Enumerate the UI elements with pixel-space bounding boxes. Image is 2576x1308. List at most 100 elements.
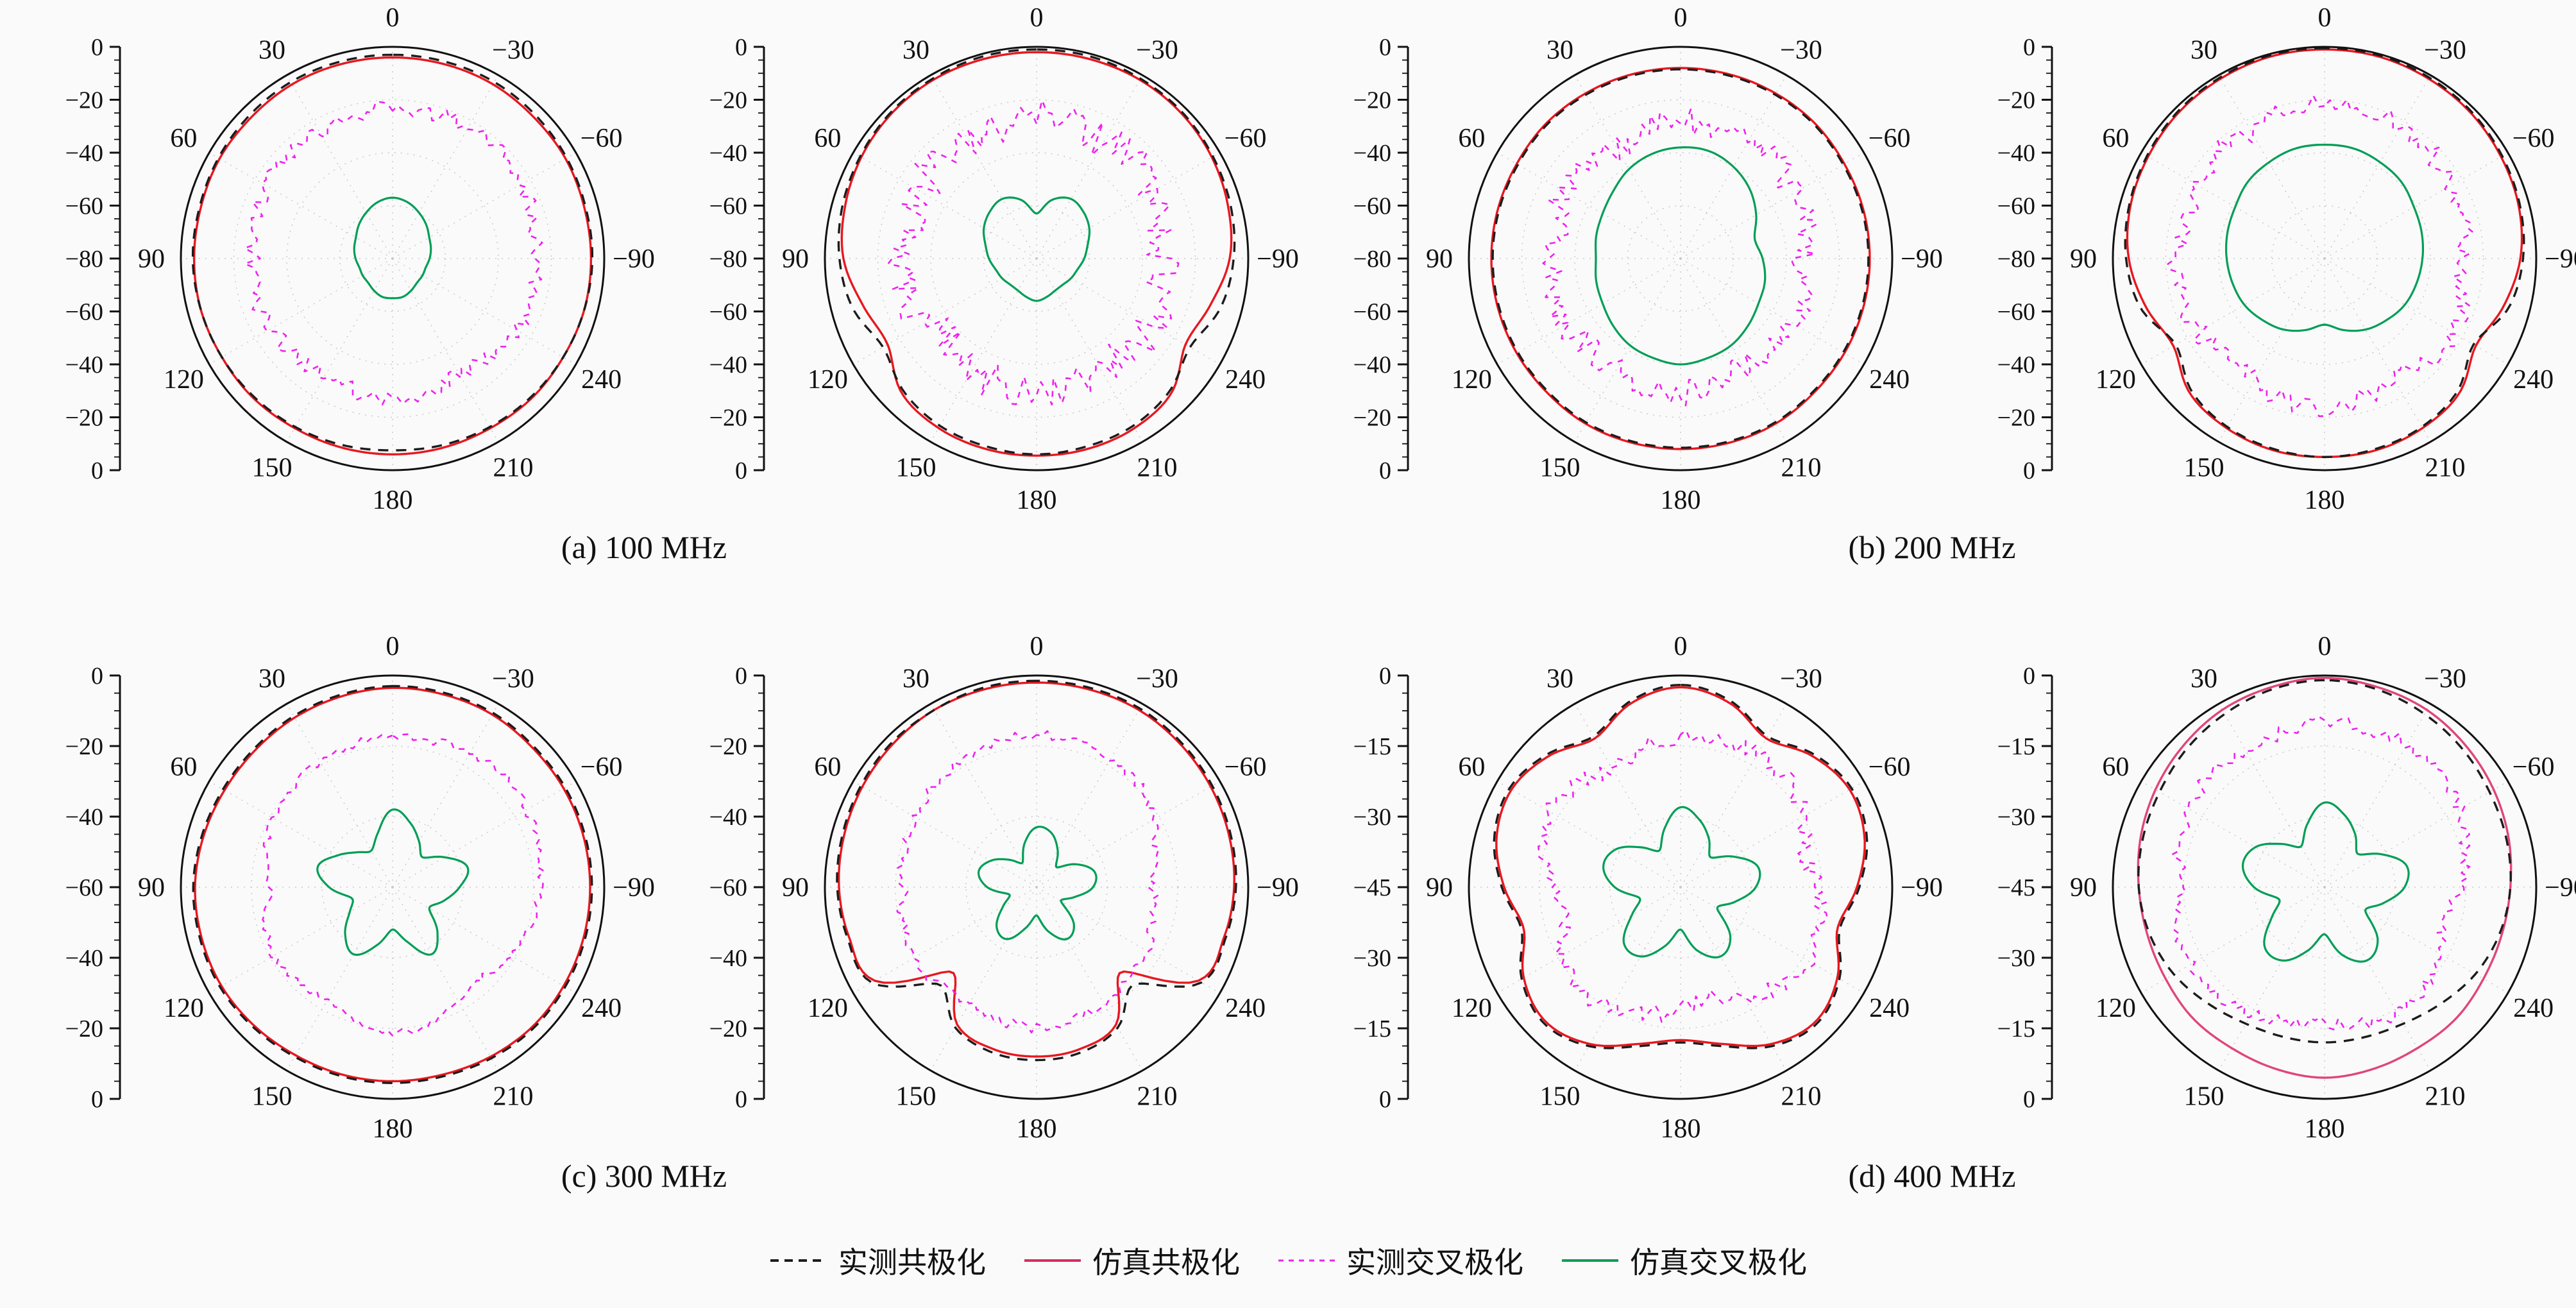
series-simulated-copol [192,56,593,455]
radial-tick-label: −20 [1353,87,1391,114]
series-simulated-copol [840,51,1233,457]
radial-tick-label: 0 [735,457,747,484]
series-measured-copol [2137,679,2512,1044]
angle-tick-label: 180 [2305,486,2345,515]
angle-tick-label: 240 [1225,994,1266,1023]
series-simulated-crosspol [1602,806,1761,959]
radial-tick-label: −60 [65,299,103,326]
series-measured-crosspol [2171,715,2471,1031]
radial-tick-label: 0 [2023,457,2035,484]
legend-item-measured-crosspol: 实测交叉极化 [1277,1239,1523,1282]
angle-tick-label: 30 [258,664,285,693]
polar-plot-200mhz-right: 0 −20 −40 −60 −80 −60 −40 −20 0 0 30 60 90 120 150 180 2… [1932,3,2576,515]
series-simulated-crosspol [2225,144,2424,332]
polar-plot-100mhz-left: 0 −20 −40 −60 −80 −60 −40 −20 0 0 30 60 90 120 150 180 2… [0,3,655,515]
angle-tick-label: 0 [2318,632,2332,661]
radial-tick-label: −60 [1997,193,2035,220]
radial-tick-label: 0 [91,34,103,61]
radial-axis: 0 −20 −40 −60 −80 −60 −40 −20 0 [709,34,765,484]
series-simulated-crosspol [2241,801,2410,963]
angle-labels: 0 30 60 90 120 150 180 210 240 −90 −60 −30 [1426,632,1943,1144]
angle-tick-label: −90 [2545,244,2576,274]
legend-label-simulated-crosspol: 仿真交叉极化 [1630,1246,1807,1279]
angle-tick-label: 90 [2070,244,2097,274]
polar-plot-canvas: 0 −20 −40 −60 −80 −60 −40 −20 0 0 30 60 90 120 150 180 2… [65,3,655,515]
polar-boundary [2112,674,2538,1100]
legend-line-measured-crosspol-icon [1277,1255,1336,1266]
legend-line-simulated-crosspol-icon [1561,1255,1620,1266]
series-measured-copol [836,679,1237,1062]
angle-tick-label: 30 [2190,35,2217,65]
angle-labels: 0 30 60 90 120 150 180 210 240 −90 −60 −30 [138,632,655,1144]
polar-grid [181,675,604,1099]
angle-labels: 0 30 60 90 120 150 180 210 240 −90 −60 −30 [138,3,655,515]
angle-tick-label: 120 [1452,994,1492,1023]
caption-a: (a) 100 MHz [561,529,727,565]
polar-grid [1469,47,1892,470]
radial-tick-label: 0 [91,457,103,484]
radial-tick-label: −80 [1997,246,2035,273]
angle-tick-label: −60 [1868,124,1911,153]
angle-tick-label: 150 [1540,454,1580,483]
polar-plot-canvas: 0 −20 −40 −60 −80 −60 −40 −20 0 0 30 60 90 120 150 180 2… [1353,3,1943,515]
series-measured-crosspol [1542,107,1817,407]
polar-grid [825,675,1248,1099]
radial-tick-label: −20 [709,1015,747,1042]
radial-tick-label: −80 [709,246,747,273]
radial-tick-label: 0 [91,663,103,690]
angle-tick-label: 0 [1674,3,1688,33]
angle-tick-label: 180 [2305,1114,2345,1144]
radial-tick-label: 0 [735,1086,747,1113]
angle-tick-label: 0 [1030,632,1044,661]
radial-tick-label: −15 [1353,1015,1391,1042]
angle-tick-label: −90 [613,244,655,274]
angle-tick-label: 210 [493,454,534,483]
angle-tick-label: 240 [2513,994,2554,1023]
radial-tick-label: 0 [1379,1086,1391,1113]
radial-tick-label: −15 [1353,733,1391,760]
polar-boundary [180,46,606,471]
angle-tick-label: 120 [808,994,848,1023]
radial-tick-label: −60 [1353,193,1391,220]
angle-tick-label: 120 [2096,994,2136,1023]
angle-tick-label: 240 [1869,365,1910,395]
radial-tick-label: 0 [2023,34,2035,61]
angle-tick-label: 180 [373,486,413,515]
angle-tick-label: 30 [2190,664,2217,693]
radial-tick-label: −40 [709,140,747,167]
angle-labels: 0 30 60 90 120 150 180 210 240 −90 −60 −30 [1426,3,1943,515]
radial-tick-label: 0 [735,34,747,61]
radial-tick-label: −40 [65,140,103,167]
angle-tick-label: 180 [373,1114,413,1144]
series-simulated-crosspol [1595,146,1767,366]
angle-tick-label: 30 [1546,664,1573,693]
angle-tick-label: 120 [1452,365,1492,395]
radial-tick-label: −60 [1997,299,2035,326]
radial-tick-label: −40 [1997,140,2035,167]
angle-tick-label: 240 [1225,365,1266,395]
polar-boundary [180,674,606,1100]
angle-tick-label: −60 [1868,752,1911,782]
radial-tick-label: −30 [1997,945,2035,972]
radial-tick-label: −20 [65,87,103,114]
radial-tick-label: 0 [735,663,747,690]
polar-plot-canvas: 0 −15 −30 −45 −30 −15 0 0 30 60 90 120 150 180 210 240 −… [1353,632,1943,1144]
radial-tick-label: −40 [1997,352,2035,378]
polar-plot-400mhz-left: 0 −15 −30 −45 −30 −15 0 0 30 60 90 120 150 180 210 240 −… [1288,632,1943,1144]
radial-tick-label: −40 [709,945,747,972]
angle-tick-label: 0 [386,632,400,661]
series-simulated-crosspol [977,826,1097,941]
angle-tick-label: 150 [2184,1082,2224,1112]
caption-b: (b) 200 MHz [1848,529,2016,565]
polar-boundary [1468,46,1894,471]
radial-tick-label: −40 [65,352,103,378]
angle-tick-label: −60 [2512,752,2555,782]
radial-axis: 0 −20 −40 −60 −80 −60 −40 −20 0 [1353,34,1409,484]
series-simulated-crosspol [982,196,1091,302]
angle-tick-label: −60 [1224,752,1267,782]
angle-tick-label: 150 [252,1082,292,1112]
angle-tick-label: 0 [2318,3,2332,33]
angle-tick-label: 120 [164,994,204,1023]
radial-tick-label: 0 [1379,34,1391,61]
angle-tick-label: 210 [2425,454,2466,483]
